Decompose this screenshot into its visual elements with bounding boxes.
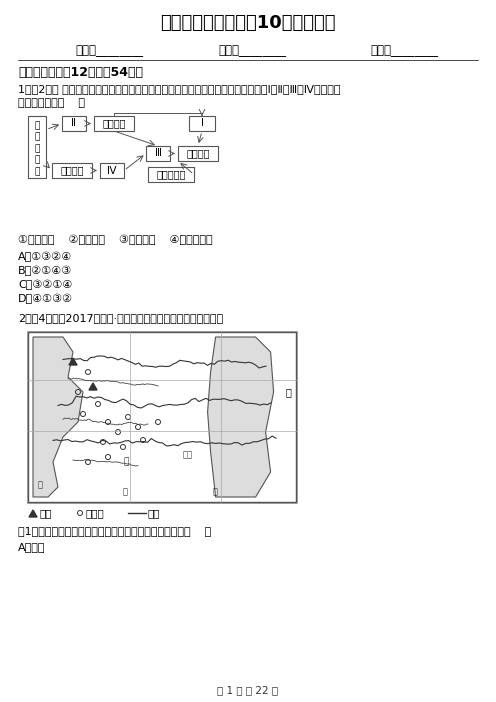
Bar: [148, 167, 194, 182]
Text: 大: 大: [34, 167, 40, 176]
Bar: [189, 116, 215, 131]
Text: 1．（2分） 南方低山丘陵区是我国仅次于黄土高原的第二大水土流失区。图方框中Ⅰ、Ⅱ、Ⅲ、Ⅳ相应内容: 1．（2分） 南方低山丘陵区是我国仅次于黄土高原的第二大水土流失区。图方框中Ⅰ、…: [18, 84, 340, 94]
Polygon shape: [208, 337, 274, 497]
Bar: [28, 116, 46, 178]
Bar: [100, 163, 124, 178]
Text: 口: 口: [34, 133, 40, 142]
Text: 排序正确的是（    ）: 排序正确的是（ ）: [18, 98, 85, 108]
Text: 秦: 秦: [123, 487, 128, 496]
Text: （1）从图中的信息看，为保障农业稳产，改良的因素是（    ）: （1）从图中的信息看，为保障农业稳产，改良的因素是（ ）: [18, 526, 211, 536]
Text: 度: 度: [34, 156, 40, 164]
Text: 成绩：________: 成绩：________: [370, 44, 438, 57]
Polygon shape: [89, 383, 97, 390]
Text: 一、单选题（共12题；共54分）: 一、单选题（共12题；共54分）: [18, 66, 143, 79]
Text: 新垦坡地: 新垦坡地: [60, 166, 84, 176]
Text: 秦: 秦: [38, 480, 43, 489]
Text: 河流: 河流: [148, 508, 161, 518]
Text: Ⅳ: Ⅳ: [107, 166, 117, 176]
Text: 抽水井: 抽水井: [85, 508, 104, 518]
Text: 渭: 渭: [123, 457, 128, 466]
Text: 密: 密: [34, 144, 40, 153]
Text: ①耕地紧张    ②乱砍滥伐    ③植被破坏    ④地形起伏大: ①耕地紧张 ②乱砍滥伐 ③植被破坏 ④地形起伏大: [18, 235, 213, 245]
Text: A．①③②④: A．①③②④: [18, 252, 72, 263]
Text: 姓名：________: 姓名：________: [75, 44, 143, 57]
Polygon shape: [29, 510, 37, 517]
Text: 新疆高二上学期地理10月月考试卷: 新疆高二上学期地理10月月考试卷: [160, 14, 336, 32]
Text: 水库: 水库: [40, 508, 53, 518]
Bar: [146, 146, 170, 161]
Text: 河: 河: [286, 387, 292, 397]
Text: 班级：________: 班级：________: [218, 44, 286, 57]
Bar: [28, 332, 296, 502]
Polygon shape: [33, 337, 83, 497]
Text: Ⅱ: Ⅱ: [71, 119, 76, 128]
Text: 人: 人: [34, 121, 40, 130]
Text: 岭: 岭: [213, 487, 218, 496]
Bar: [52, 163, 92, 178]
Bar: [62, 116, 86, 131]
Text: Ⅲ: Ⅲ: [154, 149, 162, 159]
Text: A．地形: A．地形: [18, 542, 46, 552]
Text: 水土流失: 水土流失: [186, 149, 210, 159]
Bar: [27, 331, 297, 503]
Text: Ⅰ: Ⅰ: [200, 119, 203, 128]
Text: 2．（4分）（2017高一下·天津期末）读下图，完成下列问题。: 2．（4分）（2017高一下·天津期末）读下图，完成下列问题。: [18, 313, 223, 323]
Text: 第 1 页 共 22 页: 第 1 页 共 22 页: [217, 685, 279, 695]
Text: 毁林开荒: 毁林开荒: [102, 119, 126, 128]
Polygon shape: [69, 358, 77, 365]
Text: C．③②①④: C．③②①④: [18, 280, 72, 291]
Text: B．②①④③: B．②①④③: [18, 266, 72, 277]
Bar: [178, 146, 218, 161]
Text: D．④①③②: D．④①③②: [18, 294, 73, 305]
Text: 降水变率大: 降水变率大: [156, 169, 186, 180]
Bar: [94, 116, 134, 131]
Text: 西安: 西安: [183, 450, 193, 459]
